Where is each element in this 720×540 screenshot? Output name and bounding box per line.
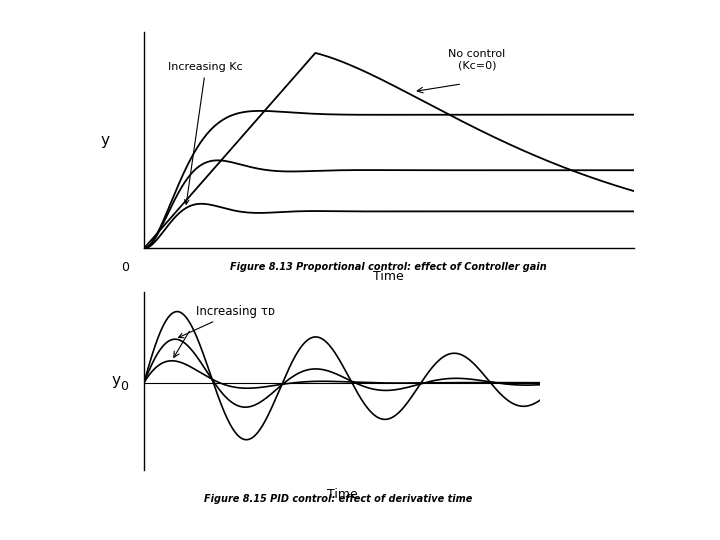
Text: Chapter 8: Chapter 8 (21, 212, 40, 328)
Text: Time: Time (374, 270, 404, 283)
Text: Increasing Kᴄ: Increasing Kᴄ (168, 63, 243, 204)
Text: Increasing τᴅ: Increasing τᴅ (179, 305, 275, 338)
Text: No control
(Kc=0): No control (Kc=0) (449, 49, 505, 70)
Text: Figure 8.15 PID control: effect of derivative time: Figure 8.15 PID control: effect of deriv… (204, 495, 472, 504)
Text: 0: 0 (121, 261, 130, 274)
Text: Figure 8.13 Proportional control: effect of Controller gain: Figure 8.13 Proportional control: effect… (230, 262, 547, 272)
Text: y: y (100, 133, 109, 148)
Text: Time: Time (327, 488, 357, 501)
Text: y: y (112, 373, 121, 388)
Text: 0: 0 (120, 380, 128, 393)
